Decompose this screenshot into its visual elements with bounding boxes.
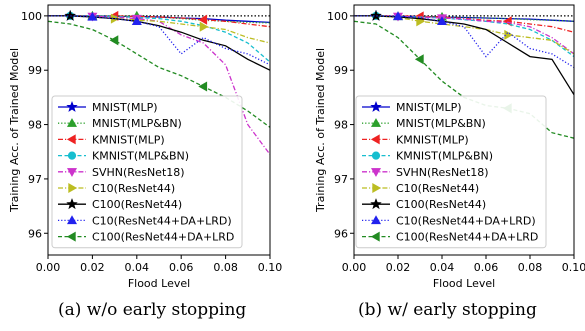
legend-label-6: C100(ResNet44)	[396, 198, 486, 211]
legend-marker-7	[66, 215, 78, 225]
y-axis-label: Training Acc. of Trained Model	[314, 48, 327, 213]
x-tick-label: 0.02	[80, 261, 105, 274]
legend-marker-2	[370, 134, 380, 145]
axes-frame	[47, 4, 271, 256]
series-line-7	[48, 15, 270, 66]
series-line-5	[48, 15, 270, 44]
legend-marker-4	[370, 168, 382, 177]
legend-label-8: C100(ResNet44+DA+LRD	[396, 231, 538, 244]
series-marker-7-2	[87, 11, 98, 21]
x-tick-label: 0.06	[169, 261, 194, 274]
y-tick-label: 97	[334, 173, 348, 186]
legend-marker-2	[66, 134, 76, 145]
series-marker-5-7	[199, 21, 209, 32]
legend-box	[51, 95, 243, 249]
legend-marker-8	[66, 231, 76, 242]
series-marker-2-7	[198, 14, 208, 25]
series-line-5	[354, 15, 574, 55]
legend: MNIST(MLP) MNIST(MLP&BN) KMNIST(MLP) KMNIST…	[355, 95, 547, 249]
series-line-3	[48, 15, 270, 63]
legend: MNIST(MLP) MNIST(MLP&BN) KMNIST(MLP) KMNIST…	[51, 95, 243, 249]
series-marker-5-7	[504, 29, 514, 40]
series-marker-8-3	[414, 54, 424, 65]
chart-panel-b: 0.00 0.02 0.04 0.06 0.08 0.10 96 97 98 99 100 Flood…	[314, 4, 585, 290]
series-marker-7-4	[436, 16, 448, 26]
legend-label-8: C100(ResNet44+DA+LRD	[92, 231, 234, 244]
y-tick-label: 96	[334, 227, 348, 240]
legend-marker-5	[68, 182, 78, 194]
legend-label-4: SVHN(ResNet18)	[396, 166, 489, 179]
x-tick-label: 0.00	[36, 261, 61, 274]
legend-label-5: C10(ResNet44)	[92, 182, 175, 195]
series-line-6	[48, 15, 270, 71]
x-tick-label: 0.08	[213, 261, 238, 274]
legend-marker-5	[372, 182, 382, 194]
series-marker-8-7	[198, 81, 208, 92]
series-line-2	[48, 15, 270, 28]
legend-label-1: MNIST(MLP&BN)	[396, 117, 486, 130]
x-tick-label: 0.10	[258, 261, 283, 274]
x-axis-label: Flood Level	[128, 277, 190, 290]
series-marker-6-1	[64, 9, 76, 21]
x-tick-label: 0.00	[342, 261, 367, 274]
series-line-0	[48, 15, 270, 24]
y-tick-label: 99	[28, 64, 42, 77]
x-tick-label: 0.04	[430, 261, 455, 274]
series-marker-6-1	[370, 9, 382, 21]
series-line-1	[354, 15, 574, 22]
legend-label-7: C10(ResNet44+DA+LRD)	[396, 214, 536, 227]
y-axis-label: Training Acc. of Trained Model	[8, 48, 21, 213]
legend-marker-1	[66, 118, 78, 127]
legend-label-0: MNIST(MLP)	[92, 101, 158, 114]
legend-marker-3	[371, 151, 381, 160]
x-tick-label: 0.06	[474, 261, 499, 274]
legend-marker-7	[370, 215, 382, 225]
series-marker-7-2	[392, 11, 404, 21]
legend-label-1: MNIST(MLP&BN)	[92, 117, 182, 130]
legend-label-5: C10(ResNet44)	[396, 182, 479, 195]
legend-label-3: KMNIST(MLP&BN)	[396, 150, 493, 163]
x-tick-label: 0.08	[518, 261, 543, 274]
x-tick-label: 0.02	[386, 261, 411, 274]
y-tick-label: 98	[28, 119, 42, 132]
series-line-6	[354, 15, 574, 96]
legend-label-0: MNIST(MLP)	[396, 101, 462, 114]
series-line-4	[354, 15, 574, 55]
x-tick-label: 0.10	[562, 261, 585, 274]
chart-panel-a: 0.00 0.02 0.04 0.06 0.08 0.10 96 97 98 99 100 Flood…	[8, 4, 283, 290]
series-line-3	[354, 15, 574, 58]
caption-a: (a) w/o early stopping	[58, 300, 247, 320]
legend-marker-6	[66, 198, 78, 210]
legend-label-3: KMNIST(MLP&BN)	[92, 150, 189, 163]
y-tick-label: 98	[334, 119, 348, 132]
y-tick-label: 100	[327, 10, 348, 23]
x-tick-label: 0.04	[125, 261, 150, 274]
y-tick-label: 99	[334, 64, 348, 77]
y-tick-label: 96	[28, 227, 42, 240]
legend-marker-0	[370, 100, 382, 112]
legend-marker-0	[66, 100, 78, 112]
x-axis-label: Flood Level	[433, 277, 495, 290]
legend-label-6: C100(ResNet44)	[92, 198, 182, 211]
legend-label-2: KMNIST(MLP)	[92, 133, 165, 146]
axes-frame	[353, 4, 575, 256]
legend-label-2: KMNIST(MLP)	[396, 133, 469, 146]
legend-label-4: SVHN(ResNet18)	[92, 166, 185, 179]
legend-marker-6	[370, 198, 382, 210]
y-tick-label: 100	[21, 10, 42, 23]
y-tick-label: 97	[28, 173, 42, 186]
series-marker-2-7	[502, 16, 512, 27]
legend-marker-1	[370, 118, 382, 127]
legend-marker-8	[370, 231, 380, 242]
legend-marker-4	[66, 168, 78, 177]
series-marker-8-3	[109, 35, 119, 46]
legend-label-7: C10(ResNet44+DA+LRD)	[92, 214, 232, 227]
caption-b: (b) w/ early stopping	[358, 300, 537, 320]
legend-box	[355, 95, 547, 249]
legend-marker-3	[67, 151, 77, 160]
series-marker-7-4	[131, 16, 142, 26]
